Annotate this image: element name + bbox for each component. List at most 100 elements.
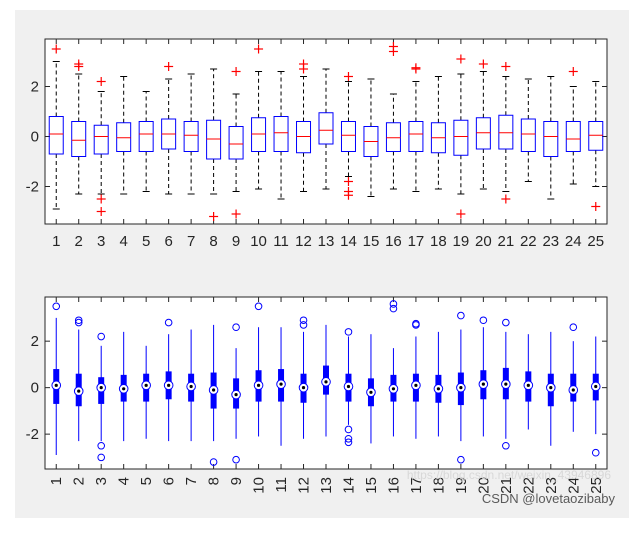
- box: [71, 121, 87, 157]
- outlier-circle: [344, 438, 353, 447]
- outlier-circle: [569, 323, 578, 332]
- outlier-plus: [164, 62, 174, 71]
- outlier-circle: [74, 316, 83, 325]
- outlier-plus: [501, 194, 511, 204]
- y-tick-label: 0: [31, 380, 39, 397]
- outlier-plus: [96, 207, 106, 216]
- outlier-circle: [74, 318, 83, 327]
- x-tick-label: 20: [475, 477, 492, 494]
- box: [48, 116, 64, 155]
- box: [453, 119, 469, 156]
- x-tick-label: 17: [408, 477, 425, 494]
- x-tick-label: 3: [97, 233, 105, 250]
- x-tick-label: 16: [385, 233, 402, 250]
- median-dot: [99, 386, 103, 390]
- x-tick-label: 13: [318, 477, 335, 494]
- x-tick-label: 2: [71, 477, 88, 485]
- outlier-plus: [411, 64, 421, 74]
- outlier-plus: [343, 177, 353, 186]
- x-tick-label: 4: [116, 477, 133, 485]
- y-tick-label: -2: [26, 179, 39, 196]
- outlier-plus: [96, 194, 106, 204]
- axes-area: [45, 39, 607, 224]
- outlier-circle: [344, 425, 353, 434]
- x-tick-label: 23: [542, 233, 559, 250]
- outlier-circle: [164, 318, 173, 327]
- median-dot: [594, 384, 598, 389]
- x-tick-label: 18: [430, 477, 447, 494]
- x-tick-label: 8: [209, 233, 217, 250]
- median-dot: [526, 383, 530, 387]
- box: [520, 118, 536, 152]
- x-tick-label: 1: [52, 233, 60, 250]
- x-tick-label: 16: [385, 477, 402, 494]
- x-tick-label: 11: [273, 477, 290, 493]
- x-tick-label: 4: [120, 233, 128, 250]
- median-dot: [144, 383, 148, 387]
- outlier-plus: [456, 209, 466, 219]
- outlier-circle: [97, 332, 105, 341]
- outlier-circle: [299, 316, 308, 325]
- outlier-plus: [568, 67, 578, 76]
- outlier-plus: [388, 42, 398, 51]
- watermark-author: CSDN @lovetaozibaby: [481, 491, 615, 506]
- x-tick-label: 9: [228, 477, 245, 485]
- y-tick-label: 0: [31, 129, 39, 146]
- box: [408, 121, 424, 152]
- x-tick-label: 6: [161, 477, 178, 485]
- box: [251, 117, 267, 152]
- box: [93, 124, 109, 155]
- outlier-circle: [232, 455, 240, 464]
- figure-background: -2 0 2 1 2 3 4 5 6 7 8 9 10 11 12 13 14 15 16 17 18 19 20 21 22 2…: [15, 10, 629, 518]
- x-tick-label: 7: [187, 233, 195, 250]
- outlier-plus: [299, 64, 309, 74]
- median-dot: [571, 388, 575, 392]
- box: [296, 121, 312, 154]
- x-tick-label: 21: [497, 233, 514, 250]
- outlier-plus: [231, 67, 241, 76]
- median-dot: [54, 383, 58, 387]
- x-tick-label: 2: [75, 233, 83, 250]
- x-tick-label: 8: [206, 477, 223, 485]
- outlier-circle: [502, 441, 510, 450]
- median-dot: [234, 393, 238, 397]
- outlier-plus: [501, 62, 511, 71]
- box: [588, 121, 604, 151]
- median-dot: [346, 384, 351, 389]
- x-tick-label: 5: [138, 477, 155, 485]
- x-tick-label: 19: [453, 233, 470, 250]
- outlier-circle: [97, 441, 105, 450]
- outlier-circle: [479, 316, 488, 325]
- x-tick-label: 6: [164, 233, 172, 250]
- x-tick-label: 3: [93, 477, 110, 485]
- x-tick-label: 9: [232, 233, 240, 250]
- x-tick-label: 14: [340, 477, 357, 494]
- box: [183, 121, 199, 152]
- x-tick-label: 25: [587, 233, 604, 250]
- outlier-plus: [343, 190, 353, 200]
- box: [206, 119, 222, 160]
- box: [116, 122, 132, 152]
- median-dot: [77, 389, 81, 393]
- median-dot: [436, 387, 440, 391]
- outlier-plus: [96, 77, 106, 86]
- median-dot: [459, 386, 463, 390]
- x-tick-label: 5: [142, 233, 150, 250]
- outlier-circle: [591, 448, 600, 457]
- median-dot: [167, 383, 171, 387]
- x-tick-label: 15: [363, 233, 380, 250]
- median-dot: [481, 382, 485, 386]
- median-dot: [301, 386, 306, 390]
- x-tick-label: 17: [408, 233, 425, 250]
- x-tick-label: 13: [318, 233, 335, 250]
- x-tick-label: 15: [363, 477, 380, 494]
- x-tick-label: 24: [565, 233, 582, 250]
- x-tick-label: 23: [543, 477, 560, 494]
- box: [543, 121, 559, 157]
- box: [565, 121, 581, 152]
- outlier-circle: [52, 302, 61, 311]
- outlier-circle: [502, 318, 510, 327]
- watermark-url: https://blog.csdn.net/weixin_43946896: [406, 468, 611, 482]
- outlier-plus: [74, 62, 84, 71]
